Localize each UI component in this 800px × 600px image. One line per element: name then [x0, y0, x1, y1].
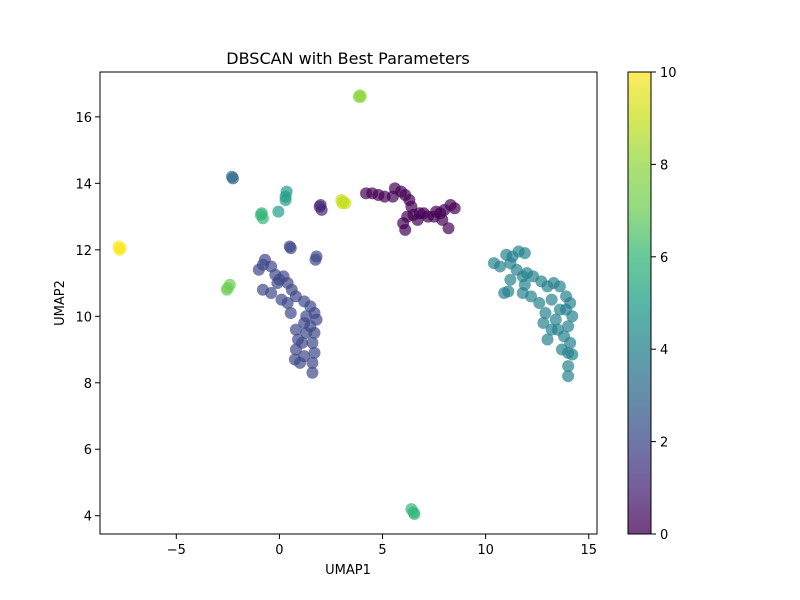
scatter-point-cluster-2 — [300, 326, 313, 339]
scatter-point-cluster-4 — [562, 320, 575, 333]
scatter-point-cluster-2 — [289, 323, 302, 336]
scatter-point-cluster-2 — [284, 306, 297, 319]
scatter-point-cluster-4 — [539, 306, 552, 319]
y-tick-label: 14 — [75, 177, 92, 192]
y-tick-label: 16 — [75, 111, 92, 126]
y-tick-label: 4 — [84, 510, 92, 525]
scatter-point-cluster-2 — [308, 326, 321, 339]
plot-area-frame — [99, 71, 598, 535]
scatter-point-cluster-4 — [553, 280, 566, 293]
colorbar-tick-label: 6 — [660, 251, 668, 266]
scatter-point-cluster-2 — [308, 346, 321, 359]
y-axis-ticks: 4 6 8 10 12 14 16 — [75, 111, 100, 525]
scatter-point-cluster-6 — [255, 207, 268, 220]
scatter-point-cluster-3 — [227, 172, 240, 185]
scatter-point-cluster-4 — [549, 313, 562, 326]
y-tick-label: 8 — [84, 377, 92, 392]
scatter-point-cluster-4 — [494, 260, 507, 273]
scatter-point-cluster-2 — [289, 343, 302, 356]
scatter-point-cluster-4 — [551, 323, 564, 336]
x-tick-label: 0 — [275, 543, 283, 558]
x-tick-label: 5 — [378, 543, 386, 558]
scatter-point-cluster-4 — [562, 360, 575, 373]
x-tick-label: 15 — [580, 543, 597, 558]
scatter-point-cluster-0 — [430, 205, 443, 218]
x-tick-label: −5 — [167, 543, 186, 558]
scatter-point-cluster-0 — [442, 222, 455, 235]
y-tick-label: 12 — [75, 244, 92, 259]
scatter-point-cluster-4 — [518, 247, 531, 260]
scatter-point-cluster-7 — [220, 283, 233, 296]
scatter-point-cluster-4 — [498, 287, 511, 300]
colorbar-tick-label: 4 — [660, 343, 668, 358]
scatter-point-cluster-2 — [291, 333, 304, 346]
scatter-point-cluster-0 — [448, 202, 461, 215]
y-tick-label: 6 — [84, 443, 92, 458]
scatter-point-cluster-0 — [399, 223, 412, 236]
colorbar-tick-label: 2 — [660, 436, 668, 451]
scatter-point-cluster-4 — [541, 333, 554, 346]
scatter-point-cluster-4 — [545, 293, 558, 306]
colorbar-tick-label: 8 — [660, 158, 668, 173]
x-axis-label: UMAP1 — [325, 563, 371, 578]
scatter-point-cluster-2 — [294, 356, 307, 369]
scatter-point-cluster-2 — [306, 336, 319, 349]
scatter-point-cluster-2 — [300, 310, 313, 323]
scatter-point-cluster-4 — [516, 287, 529, 300]
scatter-point-cluster-4 — [555, 343, 568, 356]
scatter-point-cluster-5 — [272, 205, 285, 218]
scatter-point-cluster-5 — [279, 193, 292, 206]
scatter-point-cluster-8 — [354, 90, 367, 103]
scatter-point-cluster-0 — [378, 190, 391, 203]
scatter-point-cluster-2 — [284, 242, 297, 255]
scatter-point-cluster-2 — [306, 356, 319, 369]
scatter-points — [112, 89, 579, 521]
scatter-point-cluster-0 — [436, 213, 449, 226]
scatter-point-cluster-4 — [504, 273, 517, 286]
scatter-point-cluster-1 — [313, 200, 326, 213]
scatter-point-cluster-2 — [281, 297, 294, 309]
scatter-point-cluster-2 — [271, 277, 284, 290]
scatter-point-cluster-10 — [113, 243, 126, 256]
chart-title: DBSCAN with Best Parameters — [226, 49, 469, 68]
y-tick-label: 10 — [75, 310, 92, 325]
scatter-point-cluster-0 — [411, 213, 424, 226]
scatter-point-cluster-4 — [560, 303, 573, 316]
colorbar — [627, 71, 652, 535]
scatter-point-cluster-4 — [533, 297, 546, 309]
scatter-point-cluster-6 — [408, 508, 421, 521]
colorbar-tick-label: 10 — [660, 66, 677, 81]
scatter-point-cluster-4 — [537, 316, 550, 329]
scatter-point-cluster-2 — [265, 287, 278, 300]
scatter-point-cluster-4 — [562, 370, 575, 383]
scatter-point-cluster-2 — [309, 253, 322, 266]
scatter-point-cluster-4 — [564, 336, 577, 349]
scatter-point-cluster-9 — [336, 197, 349, 210]
x-axis-ticks: −5 0 5 10 15 — [167, 534, 597, 558]
y-axis-label: UMAP2 — [53, 280, 68, 326]
colorbar-tick-label: 0 — [660, 528, 668, 543]
scatter-point-cluster-4 — [566, 348, 579, 361]
colorbar-ticks: 0 2 4 6 8 10 — [651, 66, 677, 543]
x-tick-label: 10 — [477, 543, 494, 558]
scatter-point-cluster-2 — [306, 366, 319, 379]
